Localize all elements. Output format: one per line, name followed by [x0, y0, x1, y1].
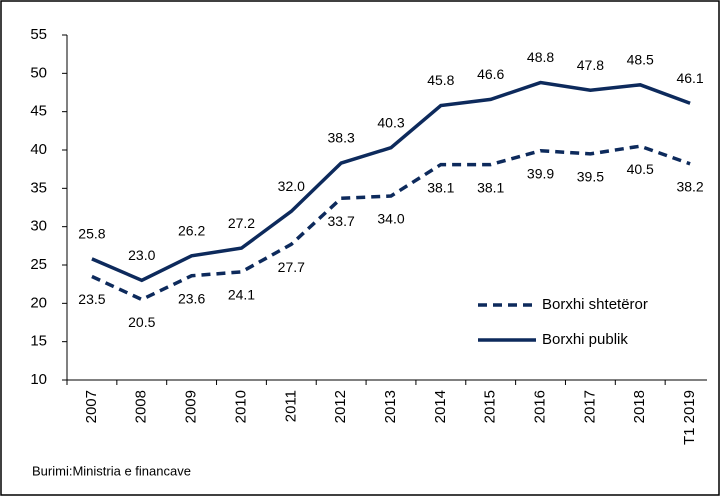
x-tick-label: 2011 [282, 390, 299, 422]
data-label: 48.8 [527, 49, 554, 65]
legend-label: Borxhi shtetëror [542, 296, 648, 313]
data-label: 40.5 [627, 161, 654, 177]
data-label: 33.7 [328, 213, 355, 229]
data-label: 38.1 [427, 179, 454, 195]
y-tick-label: 30 [30, 218, 47, 235]
data-label: 26.2 [178, 223, 205, 239]
y-tick-label: 20 [30, 294, 47, 311]
y-tick-label: 35 [30, 179, 47, 196]
data-label: 38.2 [676, 179, 703, 195]
y-tick-label: 45 [30, 103, 47, 120]
x-tick-label: 2007 [83, 390, 100, 423]
data-label: 40.3 [377, 114, 404, 130]
y-tick-label: 15 [30, 333, 47, 350]
data-label: 46.6 [477, 66, 504, 82]
y-tick-label: 55 [30, 26, 47, 43]
data-label: 27.2 [228, 215, 255, 231]
data-label: 38.3 [328, 130, 355, 146]
x-tick-label: 2008 [133, 390, 150, 423]
data-label: 25.8 [78, 226, 105, 242]
data-label: 34.0 [377, 211, 404, 227]
data-label: 27.7 [278, 259, 305, 275]
data-label: 38.1 [477, 179, 504, 195]
data-label: 45.8 [427, 72, 454, 88]
x-tick-label: 2010 [232, 390, 249, 423]
y-tick-label: 50 [30, 64, 47, 81]
data-label: 46.1 [676, 70, 703, 86]
y-tick-label: 10 [30, 371, 47, 388]
x-tick-label: 2015 [482, 390, 499, 423]
data-label: 39.9 [527, 165, 554, 181]
legend-label: Borxhi publik [542, 331, 628, 348]
data-label: 32.0 [278, 178, 305, 194]
x-tick-label: 2016 [532, 390, 549, 423]
y-tick-label: 40 [30, 141, 47, 158]
data-label: 20.5 [128, 314, 155, 330]
data-label: 24.1 [228, 287, 255, 303]
x-tick-label: 2012 [332, 390, 349, 423]
data-label: 48.5 [627, 52, 654, 68]
x-tick-label: T1 2019 [681, 390, 698, 445]
x-tick-label: 2009 [183, 390, 200, 423]
x-tick-label: 2017 [581, 390, 598, 423]
x-tick-label: 2014 [432, 390, 449, 423]
x-tick-label: 2018 [631, 390, 648, 423]
series-line [91, 80, 691, 283]
x-tick-label: 2013 [382, 390, 399, 423]
data-label: 23.5 [78, 291, 105, 307]
series-line [91, 144, 691, 302]
data-label: 47.8 [577, 57, 604, 73]
data-label: 23.0 [128, 247, 155, 263]
data-label: 39.5 [577, 169, 604, 185]
source-note: Burimi:Ministria e financave [32, 463, 191, 478]
data-label: 23.6 [178, 290, 205, 306]
y-tick-label: 25 [30, 256, 47, 273]
